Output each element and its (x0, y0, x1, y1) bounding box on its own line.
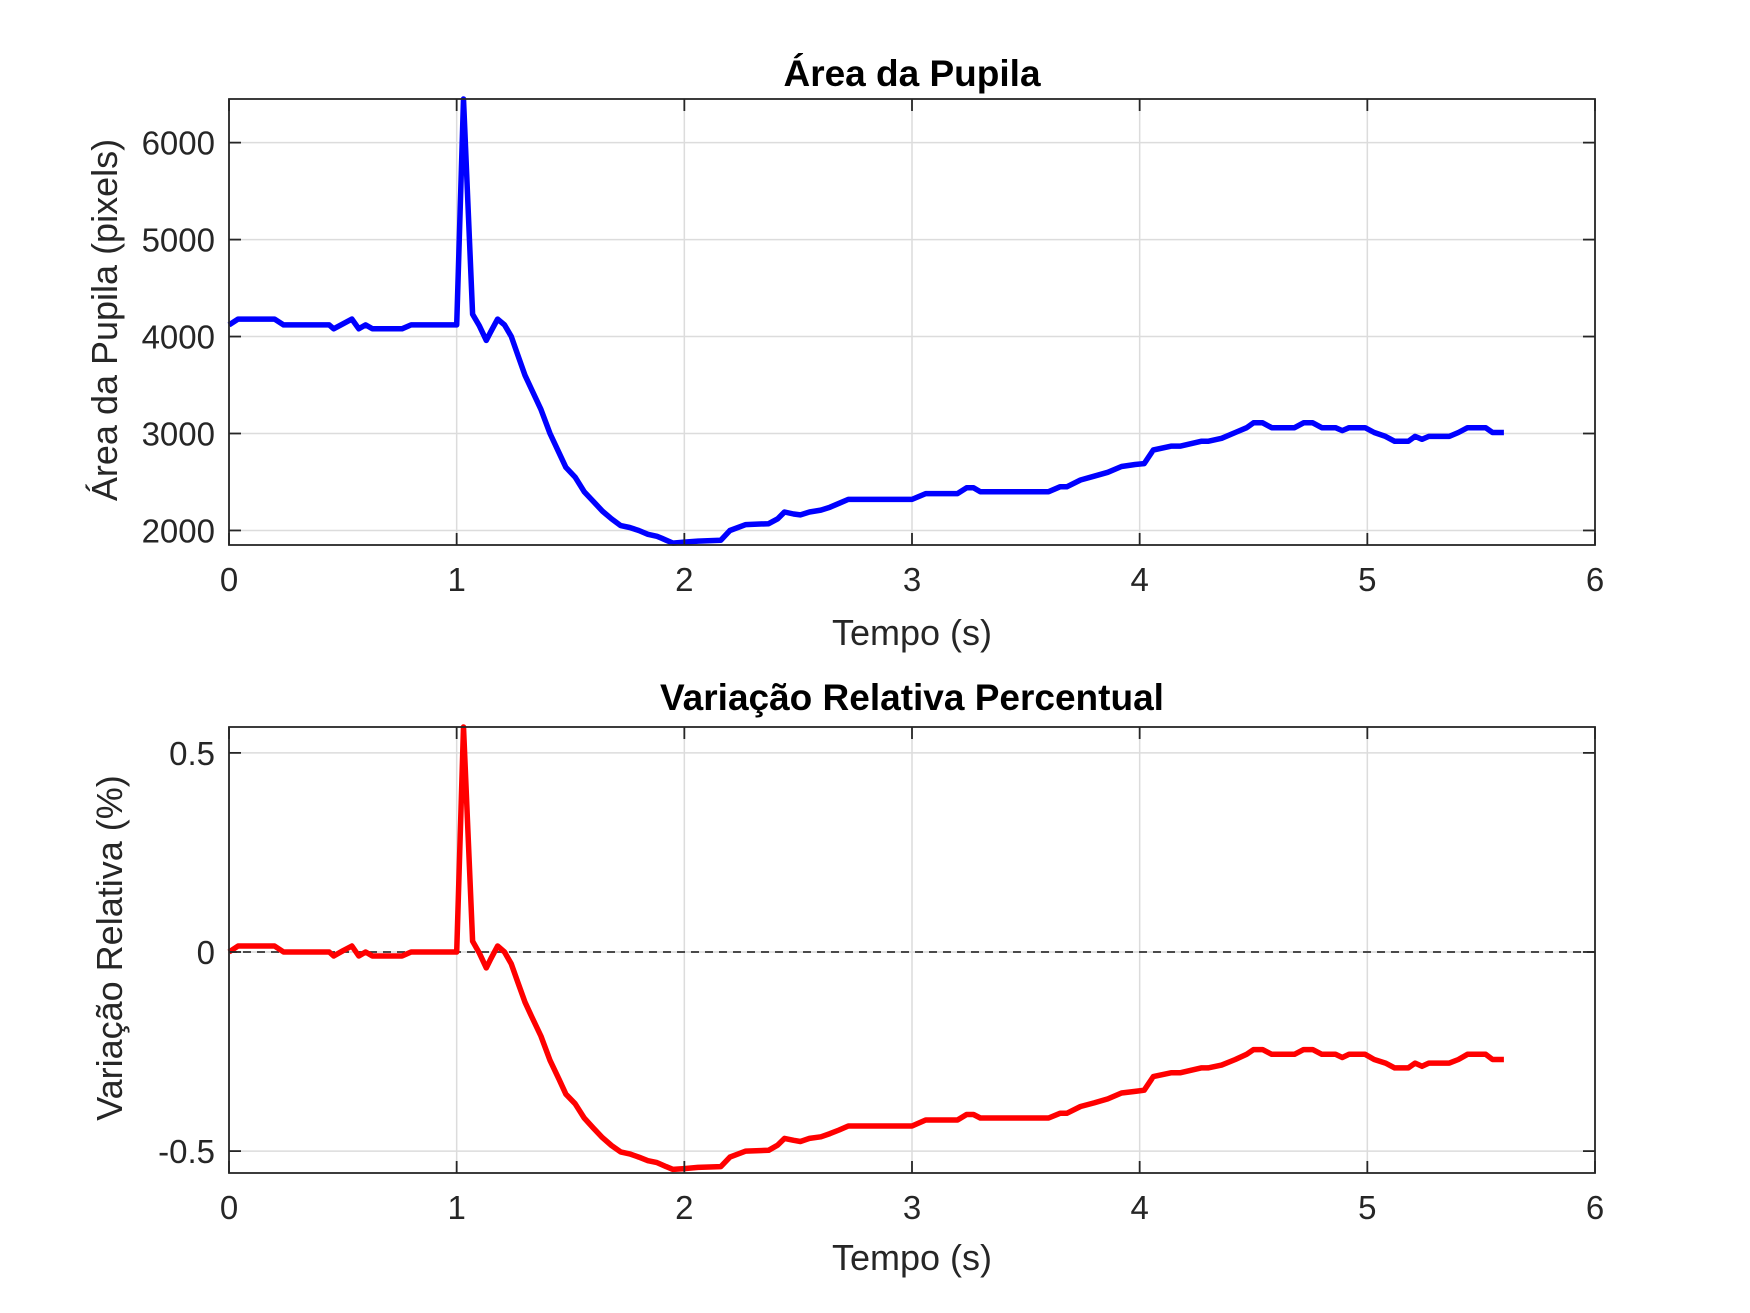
chart-title: Área da Pupila (783, 53, 1040, 94)
x-axis-label: Tempo (s) (832, 612, 992, 653)
y-tick-label: 5000 (142, 222, 215, 259)
x-tick-label: 5 (1358, 561, 1376, 598)
x-tick-label: 4 (1130, 1189, 1148, 1226)
y-tick-label: 4000 (142, 319, 215, 356)
x-tick-label: 4 (1130, 561, 1148, 598)
area-chart: 0 1 2 3 4 5 6 2000 3000 4000 5000 6000 Área da Pupi… (84, 53, 1604, 653)
chart-title: Variação Relativa Percentual (660, 677, 1164, 718)
relative-variation-chart: 0 1 2 3 4 5 6-0.500.5 Variação Relativa Percen… (89, 677, 1604, 1278)
y-tick-label: -0.5 (158, 1133, 215, 1170)
y-tick-label: 0.5 (169, 735, 215, 772)
x-tick-label: 6 (1586, 561, 1604, 598)
y-tick-label: 2000 (142, 512, 215, 549)
x-tick-label: 2 (675, 1189, 693, 1226)
plot-area: 0 1 2 3 4 5 6 2000 3000 4000 5000 6000 (142, 96, 1604, 598)
y-axis-label: Variação Relativa (%) (89, 775, 130, 1120)
x-tick-label: 0 (220, 561, 238, 598)
x-tick-label: 2 (675, 561, 693, 598)
x-axis-label: Tempo (s) (832, 1237, 992, 1278)
y-axis-label: Área da Pupila (pixels) (84, 139, 125, 501)
x-tick-label: 3 (903, 1189, 921, 1226)
x-tick-label: 1 (447, 561, 465, 598)
data-series-line (227, 96, 1504, 546)
plot-area: 0 1 2 3 4 5 6-0.500.5 (158, 724, 1604, 1226)
data-series-line (227, 724, 1504, 1173)
x-tick-label: 0 (220, 1189, 238, 1226)
y-tick-label: 3000 (142, 416, 215, 453)
x-tick-label: 6 (1586, 1189, 1604, 1226)
x-tick-label: 1 (447, 1189, 465, 1226)
y-tick-label: 0 (197, 934, 215, 971)
x-tick-label: 3 (903, 561, 921, 598)
x-tick-label: 5 (1358, 1189, 1376, 1226)
y-tick-label: 6000 (142, 125, 215, 162)
